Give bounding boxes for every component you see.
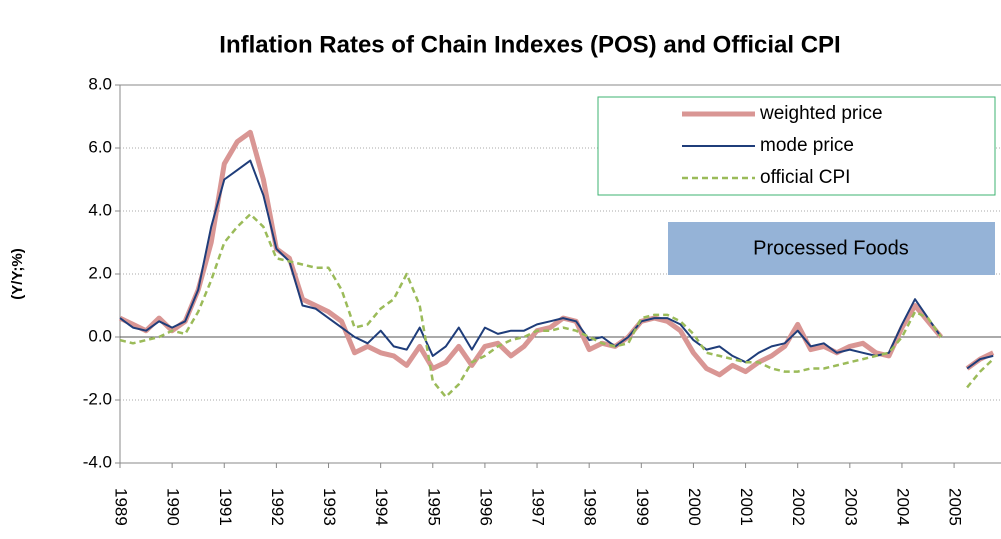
x-tick-label: 2000 [685, 488, 704, 526]
y-tick-label: 0.0 [88, 326, 112, 345]
y-tick-label: 8.0 [88, 74, 112, 93]
chart-title: Inflation Rates of Chain Indexes (POS) a… [219, 31, 840, 58]
x-tick-label: 2004 [893, 488, 912, 526]
y-tick-label: -4.0 [83, 452, 112, 471]
x-tick-label: 2002 [789, 488, 808, 526]
legend-label: mode price [760, 135, 854, 156]
legend-label: weighted price [759, 103, 883, 124]
x-tick-label: 1999 [633, 488, 652, 526]
series-line [119, 212, 943, 399]
legend-label: official CPI [760, 167, 850, 188]
x-tick-label: 2001 [737, 488, 756, 526]
y-tick-label: 6.0 [88, 137, 112, 156]
x-tick-label: 1990 [164, 488, 183, 526]
x-tick-label: 1997 [529, 488, 548, 526]
series-line [966, 354, 994, 370]
series-line [119, 159, 942, 364]
x-tick-label: 1989 [112, 488, 131, 526]
x-tick-label: 1995 [424, 488, 443, 526]
annotation: Processed Foods [753, 237, 909, 259]
x-tick-label: 1993 [320, 488, 339, 526]
y-tick-label: -2.0 [83, 389, 112, 408]
y-tick-label: 2.0 [88, 263, 112, 282]
y-axis-label: (Y/Y;%) [9, 248, 26, 299]
legend-box [597, 96, 996, 196]
x-tick-label: 1994 [372, 488, 391, 526]
x-tick-label: 1991 [216, 488, 235, 526]
y-tick-label: 4.0 [88, 200, 112, 219]
x-tick-label: 2005 [946, 488, 965, 526]
x-tick-label: 1996 [476, 488, 495, 526]
x-tick-label: 1998 [581, 488, 600, 526]
x-tick-label: 2003 [841, 488, 860, 526]
x-tick-label: 1992 [268, 488, 287, 526]
series-line [966, 358, 995, 389]
annotation-box [668, 222, 995, 275]
